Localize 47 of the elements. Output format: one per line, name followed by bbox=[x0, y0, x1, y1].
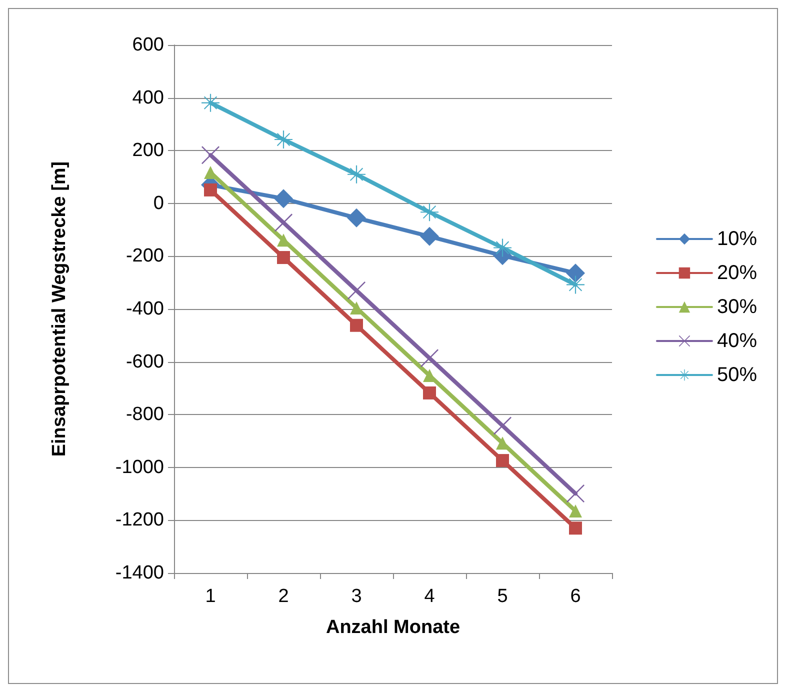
y-tick-label: -800 bbox=[126, 404, 164, 426]
legend-label: 20% bbox=[716, 262, 758, 284]
point bbox=[569, 522, 582, 535]
y-tick-label: -1200 bbox=[115, 510, 164, 531]
point bbox=[566, 264, 585, 283]
point bbox=[274, 130, 292, 149]
point bbox=[274, 214, 292, 232]
point bbox=[423, 386, 436, 400]
y-tick-label: -1400 bbox=[115, 562, 164, 584]
y-tick-label: -200 bbox=[126, 246, 164, 267]
y-tick-label: 200 bbox=[132, 140, 164, 162]
y-axis-title: Einsaprpotential Wegstrecke [m] bbox=[49, 161, 70, 457]
legend-label: 30% bbox=[716, 296, 758, 318]
y-tick-label: 400 bbox=[132, 87, 164, 108]
x-tick-label: 5 bbox=[497, 586, 508, 607]
y-tick-label: -400 bbox=[126, 298, 164, 320]
point bbox=[420, 226, 439, 246]
point bbox=[494, 238, 512, 257]
y-tick-label: 600 bbox=[132, 34, 164, 56]
x-tick-label: 1 bbox=[205, 586, 216, 607]
point bbox=[420, 349, 438, 368]
point bbox=[347, 208, 366, 228]
point bbox=[420, 203, 438, 222]
y-tick-label: -1000 bbox=[115, 456, 164, 478]
point bbox=[569, 504, 582, 518]
legend-label: 50% bbox=[716, 364, 758, 386]
point bbox=[204, 183, 217, 196]
point bbox=[496, 436, 509, 450]
point bbox=[348, 165, 366, 184]
x-tick-label: 2 bbox=[278, 586, 289, 607]
x-axis-title: Anzahl Monate bbox=[326, 617, 460, 638]
x-tick-label: 3 bbox=[351, 586, 362, 607]
legend-label: 10% bbox=[716, 228, 758, 250]
x-tick-label: 4 bbox=[424, 586, 436, 607]
x-tick-label: 6 bbox=[570, 586, 581, 607]
y-tick-label: 0 bbox=[153, 192, 164, 214]
point bbox=[277, 234, 290, 247]
point bbox=[274, 189, 293, 208]
point bbox=[350, 301, 363, 314]
point bbox=[350, 318, 363, 332]
point bbox=[496, 454, 509, 468]
point bbox=[494, 416, 512, 435]
point bbox=[277, 251, 290, 264]
y-tick-label: -600 bbox=[126, 351, 164, 372]
point bbox=[202, 94, 220, 112]
point bbox=[566, 276, 584, 294]
legend-label: 40% bbox=[716, 330, 758, 352]
